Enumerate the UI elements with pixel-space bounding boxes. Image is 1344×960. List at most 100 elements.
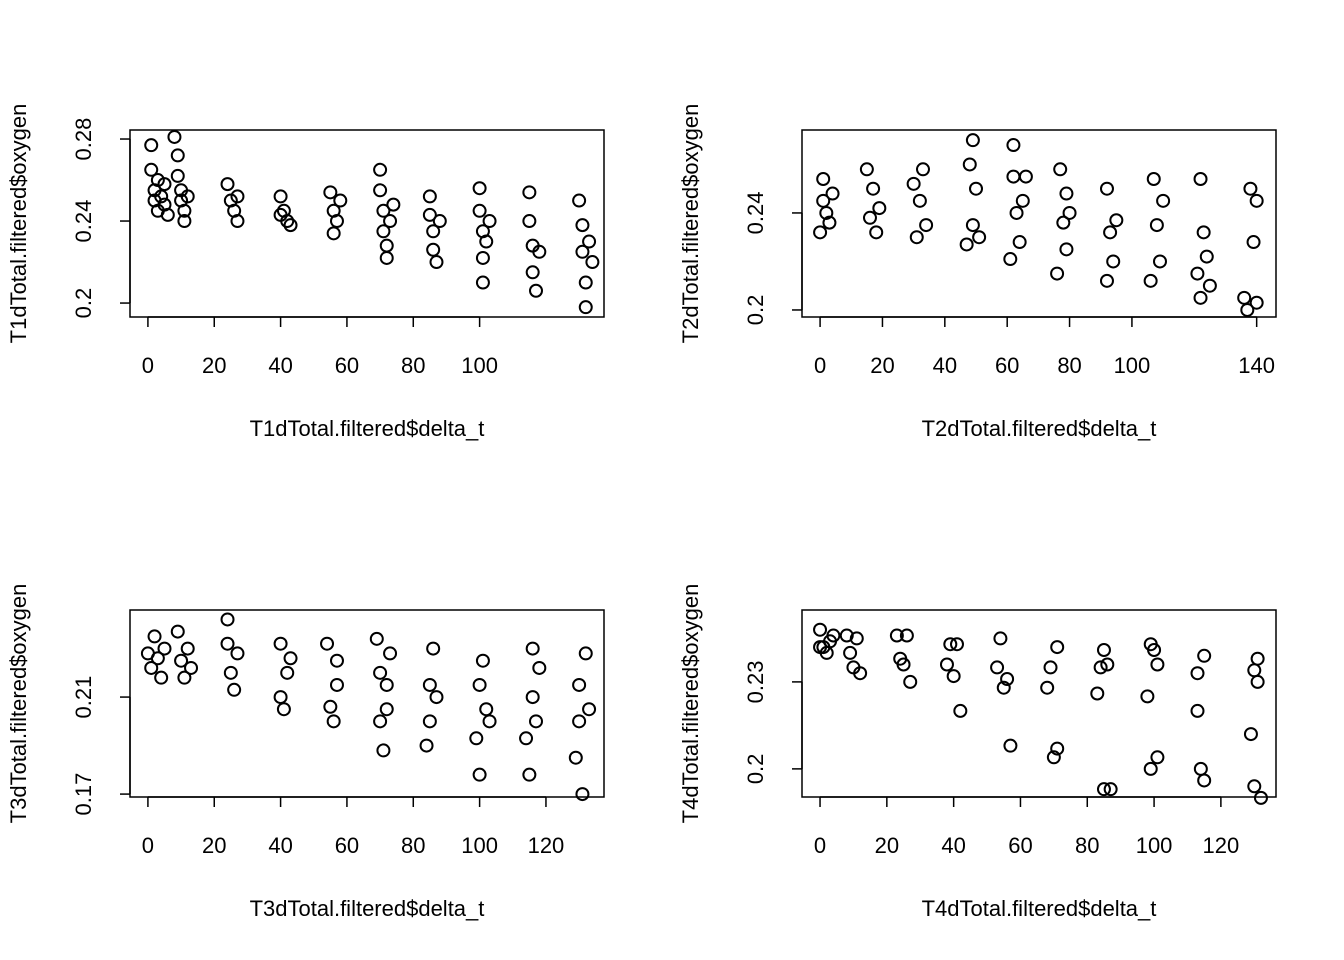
point [273, 189, 288, 204]
point [862, 210, 877, 225]
point [1250, 651, 1265, 666]
point [230, 189, 245, 204]
point [475, 250, 490, 265]
point [889, 628, 904, 643]
point [376, 203, 391, 218]
x-tick-label: 80 [401, 353, 425, 378]
point [1150, 657, 1165, 672]
point [170, 168, 185, 183]
point [1003, 738, 1018, 753]
y-tick-label: 0.2 [743, 295, 768, 326]
x-tick-label: 60 [335, 833, 359, 858]
point [170, 624, 185, 639]
point [383, 646, 398, 661]
point [568, 750, 583, 765]
point [422, 714, 437, 729]
point [1250, 674, 1265, 689]
x-tick-label: 60 [995, 353, 1019, 378]
point [896, 657, 911, 672]
point [996, 680, 1011, 695]
point [326, 226, 341, 241]
x-axis-label: T3dTotal.filtered$delta_t [250, 896, 485, 921]
point [475, 275, 490, 290]
point [869, 225, 884, 240]
x-tick-label: 120 [528, 833, 565, 858]
point [962, 157, 977, 172]
point [1018, 169, 1033, 184]
point [1199, 249, 1214, 264]
point [323, 185, 338, 200]
point [326, 714, 341, 729]
point [273, 207, 288, 222]
point [1253, 790, 1268, 805]
x-tick-label: 60 [1008, 833, 1032, 858]
point [283, 218, 298, 233]
point [472, 767, 487, 782]
x-tick-label: 80 [1057, 353, 1081, 378]
point [1012, 235, 1027, 250]
x-tick-label: 20 [870, 353, 894, 378]
x-tick-label: 40 [933, 353, 957, 378]
point [323, 699, 338, 714]
point [386, 197, 401, 212]
point [1249, 193, 1264, 208]
point [220, 177, 235, 192]
point [972, 230, 987, 245]
y-tick-label: 0.24 [743, 192, 768, 235]
y-axis-label: T4dTotal.filtered$oxygen [678, 584, 703, 824]
point [522, 767, 537, 782]
point [422, 189, 437, 204]
point [373, 665, 388, 680]
x-tick-label: 80 [1075, 833, 1099, 858]
point [1000, 672, 1015, 687]
point [1003, 252, 1018, 267]
point [379, 250, 394, 265]
point [280, 665, 295, 680]
point [1150, 750, 1165, 765]
point [522, 214, 537, 229]
point [915, 162, 930, 177]
x-tick-label: 80 [401, 833, 425, 858]
point [177, 214, 192, 229]
y-tick-label: 0.2 [71, 288, 96, 319]
point [965, 133, 980, 148]
point [1006, 169, 1021, 184]
point [943, 637, 958, 652]
point [525, 641, 540, 656]
point [1193, 761, 1208, 776]
point [572, 193, 587, 208]
point [1243, 727, 1258, 742]
point [822, 215, 837, 230]
point [909, 230, 924, 245]
point [422, 677, 437, 692]
point [585, 255, 600, 270]
point [170, 148, 185, 163]
point [333, 193, 348, 208]
point [1096, 782, 1111, 797]
point [230, 646, 245, 661]
point [578, 275, 593, 290]
point [373, 162, 388, 177]
point [1059, 242, 1074, 257]
point [816, 171, 831, 186]
point [160, 207, 175, 222]
point [1156, 193, 1171, 208]
point [422, 207, 437, 222]
point [479, 234, 494, 249]
point [969, 181, 984, 196]
point [572, 714, 587, 729]
y-tick-label: 0.24 [71, 200, 96, 243]
point [525, 265, 540, 280]
point [826, 628, 841, 643]
point [1096, 643, 1111, 658]
point [1246, 235, 1261, 250]
point [283, 651, 298, 666]
point [1043, 660, 1058, 675]
point [220, 636, 235, 651]
point [949, 637, 964, 652]
point [906, 176, 921, 191]
x-tick-label: 20 [202, 833, 226, 858]
point [1059, 186, 1074, 201]
x-tick-label: 100 [1114, 353, 1151, 378]
point [912, 193, 927, 208]
